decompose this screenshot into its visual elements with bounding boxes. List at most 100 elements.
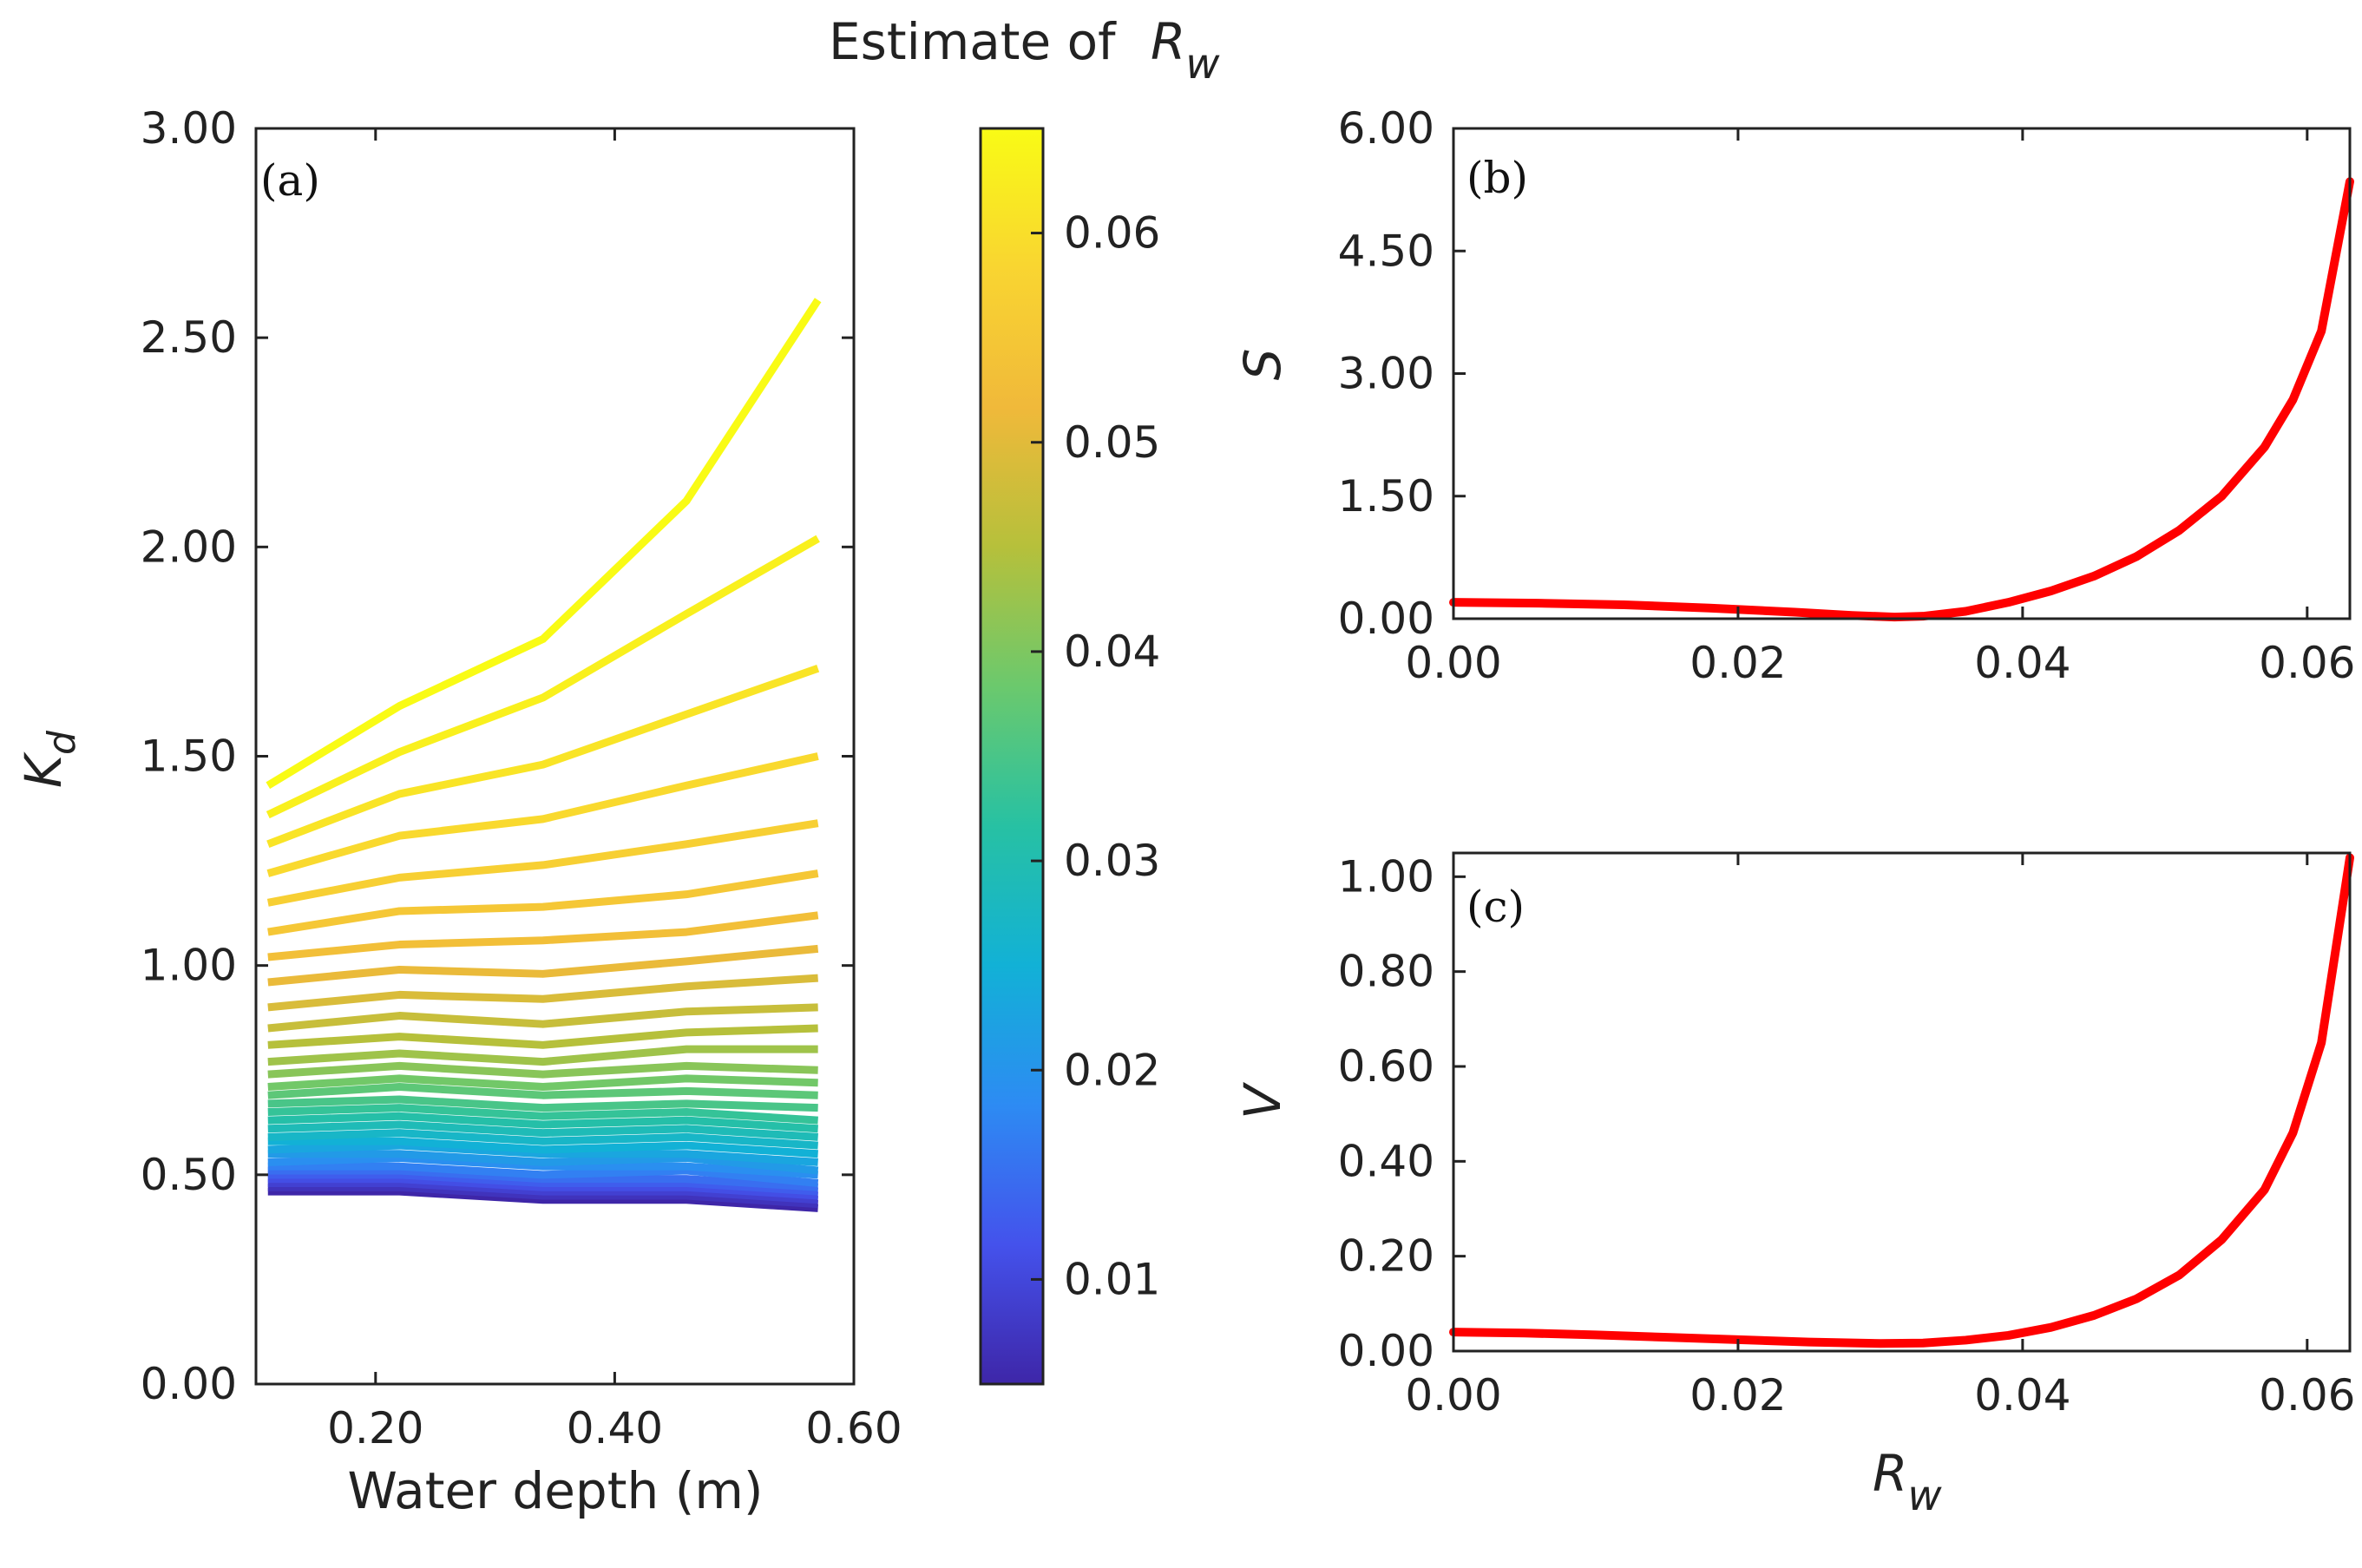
kd-series-line [267,1171,818,1196]
kd-series-line [267,1074,818,1092]
y-tick-label: 0.20 [1338,1231,1434,1282]
x-tick-label: 0.00 [1405,1370,1501,1420]
svg-text:Kd: Kd [14,730,84,788]
colorbar-title: Estimate of Rw [829,12,1220,89]
kd-series-line [267,1104,818,1125]
kd-series-line [267,1166,818,1191]
y-tick-label: 1.00 [141,941,237,991]
kd-series-line [267,944,819,987]
rw-series-line [1449,853,2354,1348]
panel-b-label: (b) [1466,153,1528,203]
colorbar-title-subscript: w [1185,40,1220,89]
panel-a-series-lines [266,298,822,1212]
colorbar-gradient [979,127,1045,1386]
y-tick-label: 0.80 [1338,947,1434,997]
y-tick-label: 0.60 [1338,1041,1434,1092]
kd-series-line [266,535,820,819]
panel-b-ylabel: S [1233,349,1292,381]
kd-series-line [266,298,822,790]
y-tick-label: 3.00 [141,103,237,154]
kd-series-line [267,1024,818,1049]
kd-series-line [267,1150,819,1175]
colorbar: 0.01 0.02 0.03 0.04 0.05 0.06 Estimate of Rw [829,12,1220,1386]
kd-series-line [267,1120,818,1141]
x-tick-label: 0.02 [1689,1370,1786,1420]
kd-series-line [267,1112,818,1133]
y-tick-label: 1.00 [1338,851,1434,902]
panel-c-series-lines [1449,853,2354,1348]
y-tick-label: 0.00 [1338,1326,1434,1376]
svg-text:V: V [1233,1081,1292,1119]
panel-a-ylabel: Kd [14,730,84,788]
x-tick-label: 0.06 [2259,1370,2355,1420]
colorbar-tick-label: 0.04 [1064,627,1160,677]
panel-b-ticks: 0.00 0.02 0.04 0.06 0.00 1.50 3.00 4.50 6.00 [1338,103,2356,688]
y-tick-label: 0.50 [141,1150,237,1200]
panel-b-s-vs-rw: 0.00 0.02 0.04 0.06 0.00 1.50 3.00 4.50 6.00 (b)… [1233,103,2355,688]
kd-series-line [266,819,819,907]
kd-series-line [267,1187,818,1212]
kd-series-line [266,664,820,848]
panel-c-frame [1452,851,2352,1353]
y-tick-label: 2.50 [141,312,237,363]
kd-series-line [267,1183,818,1209]
x-tick-label: 0.02 [1689,638,1786,688]
x-tick-label: 0.06 [2259,638,2355,688]
kd-series-line [267,869,819,936]
panel-a-ylabel-symbol: K [14,751,73,788]
kd-series-line [267,1095,818,1112]
panel-a-kd-vs-depth: 0.20 0.40 0.60 0.00 0.50 1.00 1.50 2.00 2.50 3.00… [14,103,902,1520]
kd-series-line [267,1141,818,1166]
colorbar-tick-label: 0.05 [1064,417,1160,468]
panel-b-frame [1452,127,2352,620]
colorbar-ticks: 0.01 0.02 0.03 0.04 0.05 0.06 [1031,208,1160,1304]
colorbar-tick-label: 0.03 [1064,836,1160,886]
colorbar-tick-label: 0.06 [1064,208,1160,259]
y-tick-label: 0.00 [1338,594,1434,644]
x-tick-label: 0.04 [1974,1370,2070,1420]
panel-c-label: (c) [1466,882,1525,932]
kd-series-line [267,1045,818,1066]
x-tick-label: 0.04 [1974,638,2070,688]
panel-b-series-lines [1449,177,2354,622]
panel-a-ylabel-subscript: d [40,730,84,755]
kd-series-line [267,1083,818,1099]
kd-series-line [267,911,819,961]
kd-series-line [267,974,818,1012]
kd-series-line [267,1129,818,1150]
kd-series-line [267,1137,818,1158]
panel-a-label: (a) [260,155,320,206]
y-tick-label: 1.50 [1338,471,1434,522]
rw-series-line [1449,177,2354,622]
y-tick-label: 0.40 [1338,1136,1434,1186]
x-tick-label: 0.00 [1405,638,1501,688]
y-tick-label: 0.00 [141,1359,237,1409]
x-tick-label: 0.20 [327,1403,423,1453]
kd-series-line [266,752,819,877]
panel-c-ticks: 0.00 0.02 0.04 0.06 0.00 0.20 0.40 0.60 0.80 1.00 [1338,851,2356,1420]
kd-series-line [267,1178,818,1204]
kd-series-line [267,1175,818,1200]
panel-c-xlabel: Rw [1873,1444,1942,1520]
panel-a-xlabel: Water depth (m) [348,1461,764,1520]
y-tick-label: 1.50 [141,732,237,782]
kd-series-line [267,1003,818,1033]
y-tick-label: 2.00 [141,522,237,572]
x-tick-label: 0.40 [567,1403,663,1453]
colorbar-tick-label: 0.02 [1064,1045,1160,1095]
x-tick-label: 0.60 [805,1403,902,1453]
kd-series-line [267,1061,818,1079]
colorbar-title-symbol: R [1151,12,1185,71]
y-tick-label: 3.00 [1338,349,1434,399]
y-tick-label: 6.00 [1338,103,1434,154]
panel-c-xlabel-symbol: R [1873,1444,1907,1503]
panel-c-v-vs-rw: 0.00 0.02 0.04 0.06 0.00 0.20 0.40 0.60 0.80 1.00… [1233,851,2355,1520]
colorbar-title-text: Estimate of [829,12,1117,71]
kd-series-line [267,1162,819,1187]
panel-c-ylabel: V [1233,1081,1292,1119]
panel-a-ticks: 0.20 0.40 0.60 0.00 0.50 1.00 1.50 2.00 2.50 3.00 [141,103,902,1453]
kd-series-line [267,1154,818,1179]
panel-c-xlabel-subscript: w [1907,1472,1942,1520]
colorbar-tick-label: 0.01 [1064,1254,1160,1304]
